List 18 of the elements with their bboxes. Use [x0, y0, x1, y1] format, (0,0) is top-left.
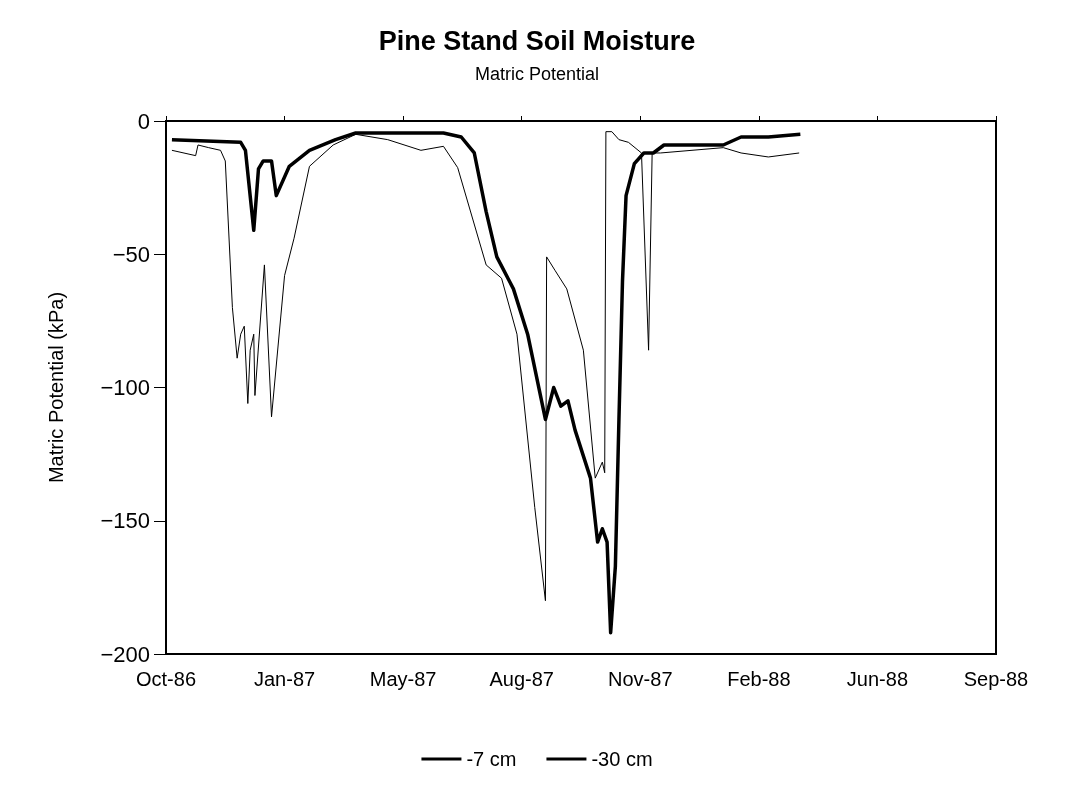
y-tick-label: −150 — [100, 508, 150, 534]
legend-label: -30 cm — [591, 748, 653, 770]
y-tick-label: −200 — [100, 641, 150, 667]
legend-label: -7 cm — [466, 748, 517, 770]
x-tick-label: Feb-88 — [727, 668, 791, 690]
x-tick-label: Jan-87 — [253, 668, 316, 690]
y-tick-label: −100 — [100, 375, 150, 400]
x-tick-label: Aug-87 — [489, 668, 554, 690]
y-tick-label: 0 — [137, 108, 150, 134]
x-tick-label: Jun-88 — [846, 668, 909, 690]
y-tick-label: −50 — [112, 241, 150, 267]
chart-title: Pine Stand Soil Moisture — [378, 25, 696, 56]
x-tick-label: Sep-88 — [963, 668, 1029, 690]
x-tick-label: Nov-87 — [608, 668, 673, 690]
y-axis-title: Matric Potential (kPa) — [45, 291, 67, 484]
x-tick-label: Oct-86 — [135, 668, 197, 690]
x-tick-label: May-87 — [369, 668, 437, 690]
chart-subtitle: Matric Potential — [474, 64, 600, 84]
